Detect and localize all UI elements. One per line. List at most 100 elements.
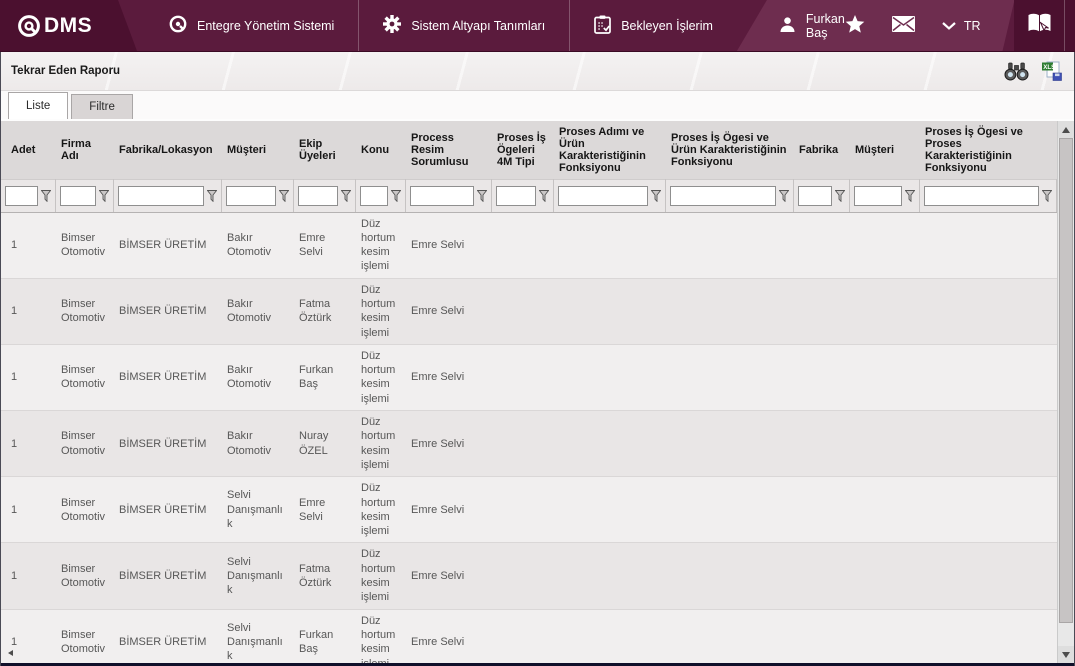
nav-item-sistem-altyapi-tanimlari[interactable]: Sistem Altyapı Tanımları	[358, 0, 569, 51]
nav-item-label: Bekleyen İşlerim	[621, 18, 713, 33]
filter-input-fabrika_lokasyon[interactable]	[117, 185, 204, 206]
filter-input-musteri[interactable]	[225, 185, 276, 206]
filter-input-process_resim_sorumlusu[interactable]	[409, 185, 474, 206]
vertical-scrollbar[interactable]	[1057, 121, 1074, 663]
column-header-proses_is_ogesi_urun_fonksiyonu[interactable]: Proses İş Ögesi ve Ürün Karakteristiğini…	[665, 121, 793, 179]
column-header-fabrika_lokasyon[interactable]: Fabrika/Lokasyon	[113, 121, 221, 179]
table-row[interactable]: 1 Bimser Otomotiv BİMSER ÜRETİM Bakır Otomo…	[1, 344, 1057, 411]
nav-item-bekleyen-islerim[interactable]: Bekleyen İşlerim	[569, 0, 737, 51]
filter-cell-proses_is_ogesi_urun_fonksiyonu	[665, 178, 794, 213]
filter-cell-adet	[1, 178, 56, 213]
filter-funnel-icon[interactable]	[778, 189, 789, 202]
scroll-down-button[interactable]	[1058, 646, 1074, 663]
table-row[interactable]: 1 Bimser Otomotiv BİMSER ÜRETİM Selvi Danış…	[1, 609, 1057, 663]
filter-funnel-icon[interactable]	[278, 189, 289, 202]
filter-funnel-icon[interactable]	[40, 189, 51, 202]
cell-firma_adi: Bimser Otomotiv	[61, 231, 106, 259]
filter-funnel-icon[interactable]	[98, 189, 109, 202]
cell-proses_is_ogesi_proses_fonksiyonu	[919, 344, 1057, 410]
filter-funnel-icon[interactable]	[538, 189, 549, 202]
filter-cell-process_resim_sorumlusu	[405, 178, 492, 213]
filter-cell-firma_adi	[55, 178, 114, 213]
user-menu[interactable]: Furkan Baş	[779, 12, 845, 40]
export-xls-icon[interactable]: XLS	[1038, 58, 1064, 84]
cell-ekip_uyeleri: Fatma Öztürk	[299, 562, 332, 590]
tab-filtre[interactable]: Filtre	[71, 94, 133, 119]
filter-input-proses_is_ogesi_proses_fonksiyonu[interactable]	[923, 185, 1039, 206]
filter-cell-proses_is_ogesi_proses_fonksiyonu	[919, 178, 1057, 213]
filter-funnel-icon[interactable]	[340, 189, 351, 202]
messages-envelope-icon[interactable]	[892, 16, 915, 35]
triangle-up-icon	[1062, 126, 1070, 133]
filter-input-proses_is_ogeleri_4m_tipi[interactable]	[495, 185, 536, 206]
logout-button[interactable]	[1063, 0, 1075, 51]
tab-strip: Liste Filtre	[1, 91, 1074, 121]
filter-input-firma_adi[interactable]	[59, 185, 96, 206]
table-row[interactable]: 1 Bimser Otomotiv BİMSER ÜRETİM Bakır Otomo…	[1, 278, 1057, 345]
cell-proses_is_ogesi_proses_fonksiyonu	[919, 477, 1057, 543]
cell-konu: Düz hortum kesim işlemi	[361, 614, 396, 663]
cell-proses_is_ogesi_urun_fonksiyonu	[665, 344, 793, 410]
cell-process_resim_sorumlusu: Emre Selvi	[411, 305, 465, 318]
nav-item-label: Entegre Yönetim Sistemi	[197, 18, 335, 33]
help-manual-button[interactable]	[1014, 0, 1064, 51]
cell-musteri_2	[849, 278, 919, 344]
cell-ekip_uyeleri: Furkan Baş	[299, 364, 334, 391]
logo-text: DMS	[44, 13, 93, 37]
filter-cell-fabrika	[793, 178, 850, 213]
table-row[interactable]: 1 Bimser Otomotiv BİMSER ÜRETİM Bakır Otomo…	[1, 410, 1057, 477]
filter-funnel-icon[interactable]	[476, 189, 487, 202]
table-row[interactable]: 1 Bimser Otomotiv BİMSER ÜRETİM Bakır Otomo…	[1, 212, 1057, 279]
column-header-process_resim_sorumlusu[interactable]: Process Resim Sorumlusu	[405, 121, 491, 179]
column-header-fabrika[interactable]: Fabrika	[793, 121, 849, 179]
cell-adet: 1	[11, 371, 18, 384]
column-header-proses_is_ogeleri_4m_tipi[interactable]: Proses İş Ögeleri 4M Tipi	[491, 121, 553, 179]
column-header-ekip_uyeleri[interactable]: Ekip Üyeleri	[293, 121, 355, 179]
report-toolbar: XLS	[1003, 58, 1064, 84]
column-header-firma_adi[interactable]: Firma Adı	[55, 121, 113, 179]
filter-funnel-icon[interactable]	[1042, 189, 1052, 202]
filter-funnel-icon[interactable]	[834, 189, 845, 202]
triangle-down-icon	[1062, 651, 1070, 658]
filter-input-adet[interactable]	[5, 185, 38, 206]
filter-input-proses_is_ogesi_urun_fonksiyonu[interactable]	[669, 185, 776, 206]
cell-proses_adimi_urun_fonksiyonu	[553, 543, 665, 609]
table-row[interactable]: 1 Bimser Otomotiv BİMSER ÜRETİM Selvi Danış…	[1, 476, 1057, 543]
filter-input-ekip_uyeleri[interactable]	[297, 185, 338, 206]
scroll-up-button[interactable]	[1058, 121, 1074, 138]
qdms-logo[interactable]: DMS	[0, 0, 137, 51]
column-header-konu[interactable]: Konu	[355, 121, 405, 179]
table-row[interactable]: 1 Bimser Otomotiv BİMSER ÜRETİM Selvi Danış…	[1, 542, 1057, 610]
cell-konu: Düz hortum kesim işlemi	[361, 416, 396, 471]
cell-fabrika	[793, 212, 849, 278]
cell-musteri: Bakır Otomotiv	[227, 231, 272, 259]
language-selector[interactable]: TR	[942, 19, 981, 33]
filter-funnel-icon[interactable]	[206, 189, 217, 202]
filter-funnel-icon[interactable]	[390, 189, 401, 202]
favorites-star-icon[interactable]	[845, 15, 865, 37]
scrollbar-thumb[interactable]	[1059, 138, 1073, 623]
cell-fabrika_lokasyon: BİMSER ÜRETİM	[119, 636, 207, 649]
filter-input-proses_adimi_urun_fonksiyonu[interactable]	[557, 185, 648, 206]
filter-input-konu[interactable]	[359, 185, 388, 206]
gear-icon	[383, 15, 402, 36]
column-header-musteri[interactable]: Müşteri	[221, 121, 293, 179]
cell-fabrika	[793, 344, 849, 410]
cell-fabrika	[793, 477, 849, 543]
cell-fabrika_lokasyon: BİMSER ÜRETİM	[119, 371, 207, 384]
results-table: Adet Firma Adı Fabrika/Lokasyon Müşteri Ekip…	[1, 121, 1057, 663]
filter-input-musteri_2[interactable]	[853, 185, 902, 206]
filter-funnel-icon[interactable]	[904, 189, 915, 202]
column-header-adet[interactable]: Adet	[1, 121, 55, 179]
filter-input-fabrika[interactable]	[797, 185, 832, 206]
cell-adet: 1	[11, 305, 18, 318]
tab-liste[interactable]: Liste	[8, 92, 69, 119]
filter-funnel-icon[interactable]	[650, 189, 661, 202]
cell-musteri_2	[849, 344, 919, 410]
column-header-proses_is_ogesi_proses_fonksiyonu[interactable]: Proses İş Ögesi ve Proses Karakteristiği…	[919, 121, 1057, 179]
column-header-proses_adimi_urun_fonksiyonu[interactable]: Proses Adımı ve Ürün Karakteristiğinin F…	[553, 121, 665, 179]
column-header-musteri_2[interactable]: Müşteri	[849, 121, 919, 179]
clipboard-icon	[594, 15, 612, 37]
search-binoculars-icon[interactable]	[1003, 58, 1029, 84]
nav-item-entegre-yonetim-sistemi[interactable]: Entegre Yönetim Sistemi	[145, 0, 358, 51]
